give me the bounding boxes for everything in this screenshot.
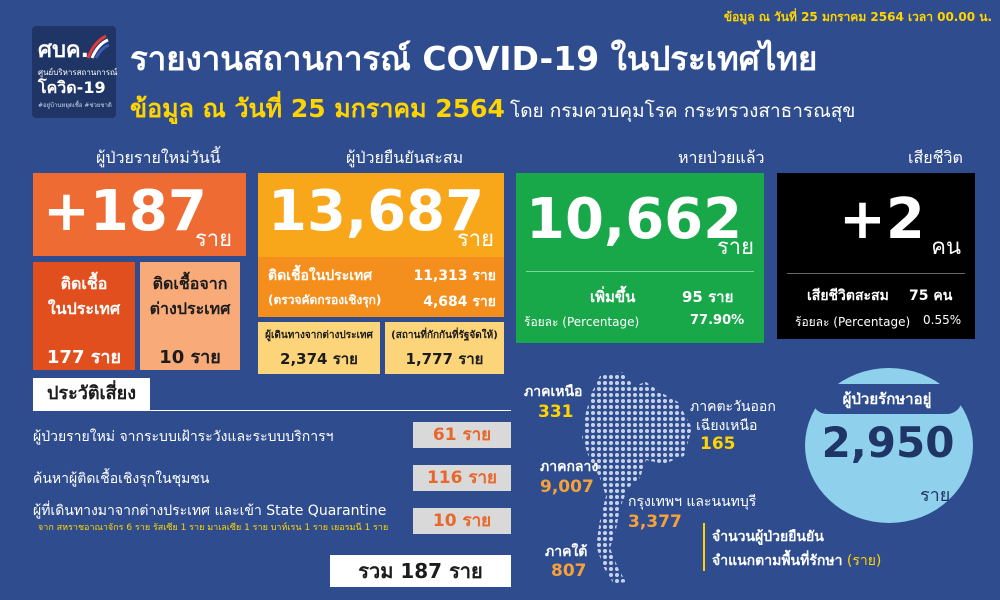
risk-row-label: ผู้ที่เดินทางมาจากต่างประเทศ และเข้า Sta… (33, 503, 387, 519)
in-treatment-value: 2,950 (821, 418, 955, 467)
recovered-card: 10,662 ราย เพิ่มขึ้น 95 ราย ร้อยละ (Perc… (516, 173, 764, 343)
recovered-pct-value: 77.90% (690, 313, 745, 328)
domestic-label-1: ติดเชื้อ (60, 274, 108, 293)
travel-label: ผู้เดินทางจากต่างประเทศ (265, 330, 373, 341)
imported-value: 10 ราย (159, 347, 221, 368)
region-central-label: ภาคกลาง (540, 459, 599, 475)
recovered-increase-label: เพิ่มขึ้น (590, 288, 636, 306)
region-bangkok-label: กรุงเทพฯ และนนทบุรี (628, 494, 757, 510)
divider (33, 410, 511, 411)
data-timestamp: ข้อมูล ณ วันที่ 25 มกราคม 2564 เวลา 00.0… (723, 10, 992, 24)
travel-value: 2,374 ราย (280, 350, 358, 368)
proactive-screening-label: (ตรวจคัดกรองเชิงรุก) (268, 293, 382, 307)
recovered-value: 10,662 (526, 187, 743, 252)
logo-main-text: ศบค. (38, 38, 90, 63)
region-central-value: 9,007 (540, 477, 594, 497)
risk-row-value: 116 ราย (413, 465, 511, 491)
new-cases-header: ผู้ป่วยรายใหม่วันนี้ (96, 148, 221, 167)
map-caption-1: จำนวนผู้ป่วยยืนยัน (712, 529, 824, 545)
in-treatment-unit: ราย (920, 485, 951, 506)
region-bangkok-value: 3,377 (628, 512, 682, 532)
cumulative-unit: ราย (456, 227, 494, 252)
travel-card: ผู้เดินทางจากต่างประเทศ 2,374 ราย (258, 322, 380, 374)
logo-sub-text-1: ศูนย์บริหารสถานการณ์ (38, 68, 118, 77)
imported-label-2: ต่างประเทศ (149, 299, 231, 318)
region-south-label: ภาคใต้ (545, 544, 588, 560)
divider (526, 271, 754, 272)
imported-label-1: ติดเชื้อจาก (152, 274, 228, 293)
risk-total: รวม 187 ราย (330, 555, 511, 587)
new-cases-card: +187 ราย (33, 173, 246, 256)
risk-row-label: ค้นหาผู้ติดเชื้อเชิงรุกในชุมชน (33, 471, 210, 487)
proactive-screening-value: 4,684 ราย (423, 294, 496, 310)
cumulative-card: 13,687 ราย (258, 173, 504, 257)
logo-tagline: #อยู่บ้านหยุดเชื้อ #ช่วยชาติ (38, 102, 112, 109)
deaths-cumulative-value: 75 คน (909, 288, 953, 304)
new-cases-value: +187 (43, 179, 207, 244)
flag-ribbon-icon (86, 34, 110, 60)
region-northeast-label-2: เฉียงเหนือ (696, 418, 758, 434)
in-treatment-header: ผู้ป่วยรักษาอยู่ (812, 384, 962, 414)
map-caption-2-unit: (ราย) (846, 553, 882, 569)
recovered-unit: ราย (716, 235, 754, 260)
quarantine-label: (สถานที่กักกันที่รัฐจัดให้) (391, 330, 498, 341)
deaths-header: เสียชีวิต (908, 148, 963, 167)
local-infection-label: ติดเชื้อในประเทศ (268, 268, 373, 284)
cumulative-breakdown: ติดเชื้อในประเทศ 11,313 ราย (ตรวจคัดกรอง… (258, 257, 504, 317)
map-caption-2: จำแนกตามพื้นที่รักษา (ราย) (712, 550, 881, 572)
logo-sub-text-2: โควิด-19 (38, 78, 106, 97)
cumulative-header: ผู้ป่วยยืนยันสะสม (346, 148, 464, 167)
divider (787, 273, 965, 274)
map-caption-2-main: จำแนกตามพื้นที่รักษา (712, 553, 843, 569)
subtitle-date: ข้อมูล ณ วันที่ 25 มกราคม 2564 (130, 94, 505, 123)
region-northeast-label-1: ภาคตะวันออก (690, 399, 776, 415)
risk-country-note: จาก สหราชอาณาจักร 6 ราย รัสเซีย 1 ราย มา… (38, 523, 389, 533)
quarantine-value: 1,777 ราย (405, 350, 484, 368)
thailand-map (582, 372, 692, 584)
local-infection-value: 11,313 ราย (413, 268, 496, 284)
region-northeast-value: 165 (700, 434, 736, 454)
recovered-header: หายป่วยแล้ว (678, 148, 765, 167)
deaths-pct-value: 0.55% (923, 313, 962, 327)
deaths-card: +2 คน เสียชีวิตสะสม 75 คน ร้อยละ (Percen… (777, 173, 975, 339)
subtitle: ข้อมูล ณ วันที่ 25 มกราคม 2564 โดย กรมคว… (130, 89, 855, 129)
domestic-value: 177 ราย (46, 347, 122, 368)
deaths-value: +2 (839, 187, 925, 252)
recovered-pct-label: ร้อยละ (Percentage) (524, 315, 640, 329)
ccsa-logo: ศบค. ศูนย์บริหารสถานการณ์ โควิด-19 #อยู่… (32, 26, 118, 118)
new-cases-unit: ราย (194, 227, 232, 252)
risk-row-value: 61 ราย (413, 422, 511, 448)
quarantine-card: (สถานที่กักกันที่รัฐจัดให้) 1,777 ราย (385, 322, 504, 374)
risk-row-label: ผู้ป่วยรายใหม่ จากระบบเฝ้าระวังและระบบบร… (33, 429, 334, 445)
deaths-cumulative-label: เสียชีวิตสะสม (807, 288, 889, 304)
cumulative-value: 13,687 (268, 179, 485, 244)
subtitle-source: โดย กรมควบคุมโรค กระทรวงสาธารณสุข (509, 100, 856, 122)
imported-card: ติดเชื้อจาก ต่างประเทศ 10 ราย (140, 262, 240, 370)
region-south-value: 807 (551, 561, 587, 581)
domestic-card: ติดเชื้อ ในประเทศ 177 ราย (33, 262, 135, 370)
deaths-pct-label: ร้อยละ (Percentage) (795, 315, 911, 329)
domestic-label-2: ในประเทศ (47, 299, 121, 318)
page-title: รายงานสถานการณ์ COVID-19 ในประเทศไทย (130, 39, 818, 78)
risk-history-header: ประวัติเสี่ยง (33, 378, 150, 410)
region-north-label: ภาคเหนือ (524, 384, 583, 400)
recovered-increase-value: 95 ราย (682, 288, 734, 306)
risk-row-value: 10 ราย (413, 508, 511, 534)
caption-bar (703, 523, 705, 571)
region-north-value: 331 (538, 402, 574, 422)
deaths-unit: คน (931, 235, 961, 260)
